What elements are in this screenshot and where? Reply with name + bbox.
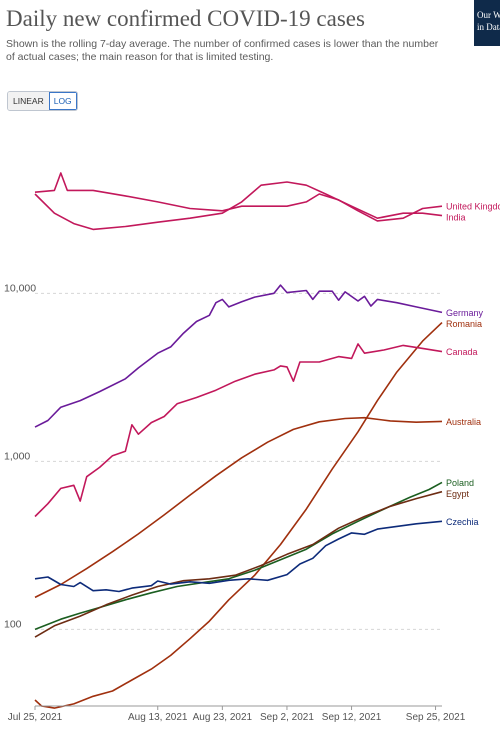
logo-line-1: Our World	[477, 10, 500, 20]
series-label-germany: Germany	[446, 308, 484, 318]
x-tick-label: Sep 25, 2021	[406, 712, 466, 723]
series-label-canada: Canada	[446, 347, 478, 357]
scale-toggle: LINEAR LOG	[7, 91, 78, 111]
series-label-czechia: Czechia	[446, 517, 479, 527]
series-label-poland: Poland	[446, 478, 474, 488]
x-tick-label: Aug 23, 2021	[193, 712, 253, 723]
chart-title: Daily new confirmed COVID-19 cases	[6, 6, 365, 31]
series-line-australia	[34, 416, 443, 599]
y-tick-label: 1,000	[4, 450, 30, 462]
linear-scale-button[interactable]: LINEAR	[8, 92, 49, 110]
series-line-canada	[34, 343, 443, 518]
series-line-romania	[34, 322, 443, 709]
series-label-australia: Australia	[446, 417, 481, 427]
series-lines	[34, 172, 443, 709]
series-label-united-kingdom: United Kingdom	[446, 202, 500, 212]
series-line-united-kingdom	[34, 172, 443, 222]
grid: 100 1,000 10,000	[4, 282, 442, 630]
series-label-egypt: Egypt	[446, 489, 470, 499]
chart-subtitle: Shown is the rolling 7-day average. The …	[6, 38, 439, 63]
log-scale-button[interactable]: LOG	[48, 92, 77, 110]
series-line-india	[34, 181, 443, 231]
x-tick-label: Sep 2, 2021	[260, 712, 314, 723]
series-line-czechia	[34, 520, 443, 593]
x-tick-label: Aug 13, 2021	[128, 712, 188, 723]
x-axis: Jul 25, 2021 Aug 13, 2021 Aug 23, 2021 Sep …	[8, 705, 466, 723]
series-label-india: India	[446, 213, 466, 223]
y-tick-label: 100	[4, 618, 22, 630]
owid-logo[interactable]: Our World in Data	[474, 0, 500, 46]
series-line-poland	[34, 481, 443, 631]
series-line-egypt	[34, 490, 443, 638]
y-tick-label: 10,000	[4, 282, 36, 294]
series-label-romania: Romania	[446, 319, 482, 329]
series-line-germany	[34, 284, 443, 428]
logo-line-2: in Data	[477, 22, 500, 32]
x-tick-label: Jul 25, 2021	[8, 712, 63, 723]
x-tick-label: Sep 12, 2021	[322, 712, 382, 723]
